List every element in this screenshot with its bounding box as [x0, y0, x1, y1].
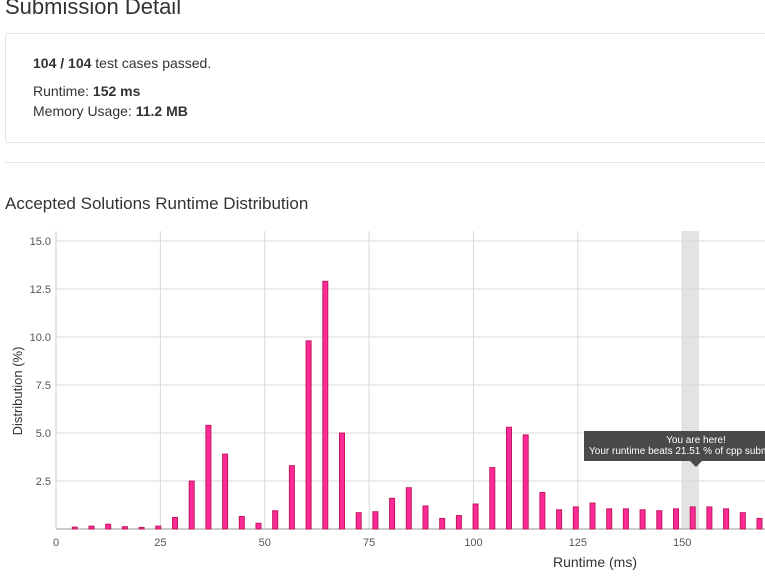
bar: [739, 512, 746, 530]
bar: [138, 526, 145, 530]
tooltip: You are here!Your runtime beats 21.51 % …: [584, 431, 765, 467]
x-tick-label: 125: [569, 537, 587, 549]
y-tick-label: 5.0: [36, 428, 51, 440]
bar: [556, 509, 563, 530]
tooltip-box: [584, 431, 765, 461]
tooltip-text: Your runtime beats 21.51 % of cpp submis…: [589, 446, 765, 457]
tooltip-arrow: [690, 461, 702, 467]
summary-box: [5, 33, 765, 143]
bar: [305, 340, 312, 530]
bar: [188, 480, 195, 530]
memory: 11.2 MB: [135, 103, 188, 119]
page-title: Submission Detail: [5, 0, 182, 19]
bar: [756, 517, 763, 530]
bar: [639, 509, 646, 530]
x-tick-label: 150: [673, 537, 691, 549]
bar: [222, 453, 229, 530]
bar: [472, 503, 479, 530]
bar: [155, 525, 162, 530]
x-axis-label: Runtime (ms): [553, 554, 637, 570]
cases-suffix: test cases passed.: [95, 55, 212, 71]
bar: [439, 517, 446, 530]
bar: [105, 523, 112, 530]
bar: [88, 525, 95, 530]
bar: [539, 492, 546, 530]
bar: [422, 505, 429, 530]
highlight-band: [682, 231, 699, 529]
bar: [238, 516, 245, 530]
bar: [723, 508, 730, 530]
bar: [171, 516, 178, 530]
y-tick-label: 12.5: [30, 284, 51, 296]
bar: [372, 511, 379, 530]
y-tick-label: 15.0: [30, 236, 51, 248]
bar: [338, 432, 345, 530]
bar: [589, 502, 596, 530]
bar: [606, 508, 613, 530]
bar: [272, 510, 279, 530]
bar: [505, 426, 512, 530]
bar: [706, 506, 713, 530]
bar: [322, 280, 329, 530]
tooltip-title: You are here!: [666, 435, 726, 446]
y-tick-label: 7.5: [36, 380, 51, 392]
bar: [622, 508, 629, 530]
memory-line: Memory Usage: 11.2 MB: [33, 103, 188, 119]
bar: [689, 506, 696, 530]
bar: [405, 487, 412, 530]
x-tick-label: 25: [154, 537, 166, 549]
x-tick-label: 75: [363, 537, 375, 549]
cases-line: 104 / 104 test cases passed.: [33, 55, 211, 71]
runtime-label: Runtime:: [33, 83, 90, 99]
bar: [656, 510, 663, 530]
bar: [255, 522, 262, 530]
runtime: 152 ms: [92, 83, 141, 99]
y-tick-label: 10.0: [30, 332, 51, 344]
memory-label: Memory Usage:: [33, 103, 132, 119]
bar: [205, 424, 212, 530]
x-tick-label: 50: [259, 537, 271, 549]
bar: [489, 467, 496, 530]
y-axis-label: Distribution (%): [10, 347, 25, 436]
bar: [355, 512, 362, 530]
y-tick-label: 2.5: [36, 476, 51, 488]
x-tick-label: 0: [53, 537, 59, 549]
bar: [389, 497, 396, 530]
bar: [572, 506, 579, 530]
bar: [672, 508, 679, 530]
bar: [121, 526, 128, 530]
bar: [455, 515, 462, 530]
bar: [522, 434, 529, 530]
bar: [288, 465, 295, 530]
cases: 104 / 104: [33, 55, 92, 71]
section-title: Accepted Solutions Runtime Distribution: [5, 194, 309, 213]
divider: [5, 162, 765, 163]
runtime-line: Runtime: 152 ms: [33, 83, 140, 99]
bar: [71, 526, 78, 530]
x-tick-label: 100: [464, 537, 482, 549]
